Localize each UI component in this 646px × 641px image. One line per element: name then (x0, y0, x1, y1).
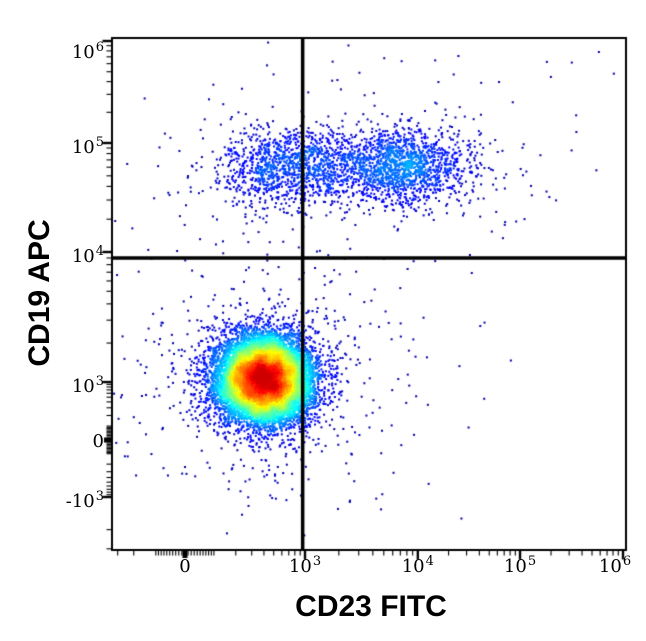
tick-label-exponent: 6 (622, 554, 632, 569)
tick-label-exponent: 5 (95, 135, 104, 150)
x-tick-label: 104 (401, 554, 434, 579)
tick-label-exponent: 4 (95, 244, 104, 260)
tick-label-exponent: 3 (95, 374, 104, 390)
tick-label-base: 10 (288, 556, 312, 577)
tick-label-base: 10 (71, 246, 95, 268)
x-tick-label: 103 (288, 554, 322, 579)
y-tick-label: 104 (71, 244, 104, 269)
tick-label-base: 0 (92, 431, 104, 453)
tick-label-base: -10 (65, 491, 95, 512)
y-axis-title: CD19 APC (23, 219, 56, 367)
tick-label-exponent: 3 (95, 489, 104, 504)
y-tick-label: -103 (65, 489, 104, 514)
tick-label-exponent: 4 (425, 554, 434, 569)
tick-label-exponent: 3 (312, 554, 322, 569)
x-axis-title: CD23 FITC (295, 590, 447, 623)
y-tick-label: 105 (71, 135, 104, 160)
y-tick-label: 106 (71, 40, 104, 65)
y-tick-label: 103 (71, 374, 104, 399)
x-tick-label: 0 (179, 557, 190, 577)
tick-label-base: 10 (71, 137, 95, 158)
y-tick-label: 0 (93, 432, 104, 452)
tick-label-exponent: 6 (95, 40, 104, 55)
tick-label-base: 10 (71, 376, 95, 398)
tick-label-base: 0 (179, 556, 191, 577)
tick-label-base: 10 (598, 556, 622, 577)
tick-label-base: 10 (71, 42, 95, 63)
tick-label-exponent: 5 (527, 554, 537, 569)
tick-label-base: 10 (401, 556, 425, 577)
x-tick-label: 106 (598, 554, 632, 579)
x-tick-label: 105 (503, 554, 537, 579)
tick-label-base: 10 (503, 556, 527, 577)
